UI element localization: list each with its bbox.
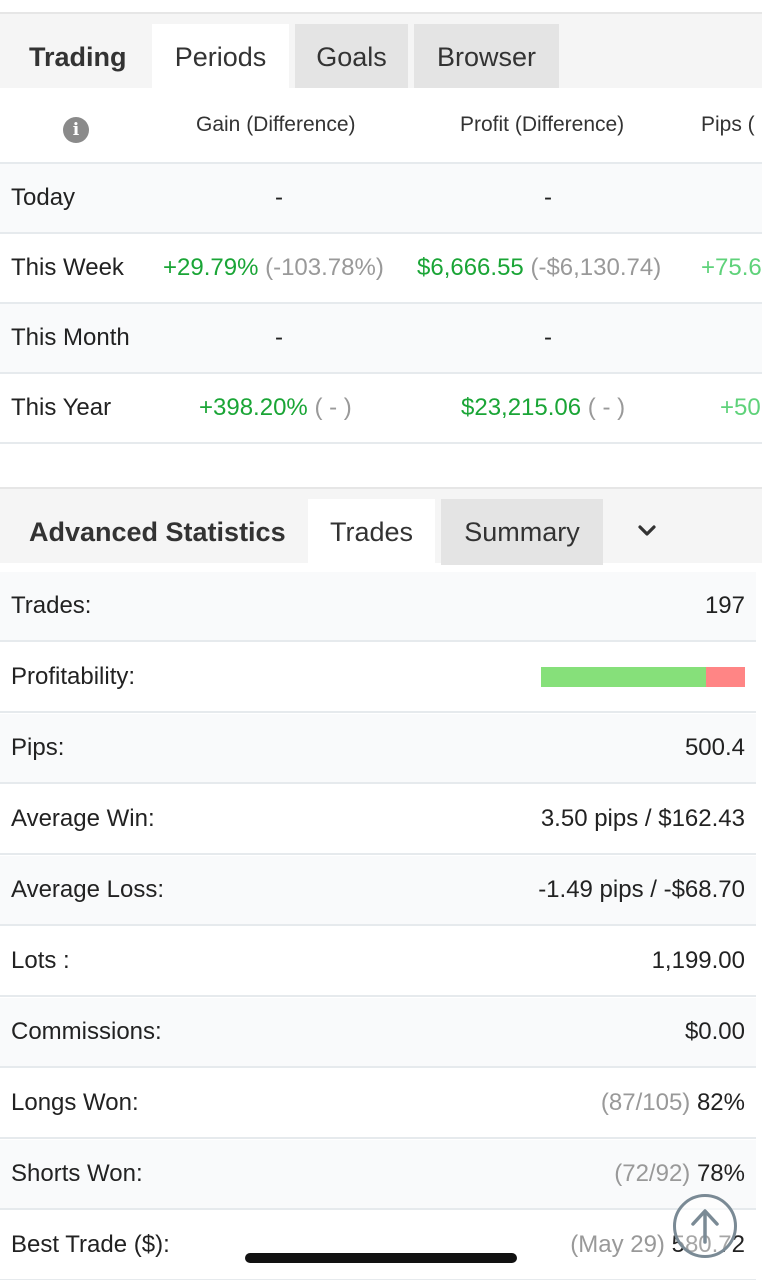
table-row: Today - - [0,164,762,234]
tab-trades[interactable]: Trades [308,499,435,565]
profitability-win-segment [541,667,707,687]
gain-value: +29.79% [163,254,259,281]
profitability-loss-segment [706,667,745,687]
table-header: i Gain (Difference) Profit (Difference) … [0,88,762,164]
profit-value: - [544,324,552,351]
stat-row-pips: Pips: 500.4 [0,714,756,784]
stat-value-group: (72/92) 78% [614,1160,745,1188]
profit-value: - [544,184,552,211]
stats-tab-bar: Advanced Statistics Trades Summary [0,487,762,565]
row-label: This Week [11,254,124,281]
profitability-bar[interactable] [541,667,745,687]
tab-periods[interactable]: Periods [152,24,289,90]
tab-trading[interactable]: Trading [29,41,127,72]
stat-row-trades: Trades: 197 [0,572,756,642]
stat-row-average-win: Average Win: 3.50 pips / $162.43 [0,785,756,855]
stat-label: Lots : [11,947,70,974]
chevron-down-icon[interactable] [637,521,657,541]
stat-value: -1.49 pips / -$68.70 [538,876,745,903]
stat-label: Profitability: [11,663,136,690]
gain-cell: +398.20% ( - ) [199,374,352,442]
pips-value: +75.6 [701,254,762,281]
stat-value: 500.4 [684,734,745,761]
tab-goals[interactable]: Goals [295,24,408,90]
pips-value: +50 [720,394,761,421]
stat-row-commissions: Commissions: $0.00 [0,998,756,1068]
column-pips[interactable]: Pips ( [701,113,755,136]
gain-value: - [275,324,283,351]
table-row: This Year +398.20% ( - ) $23,215.06 ( - … [0,374,762,444]
stat-value: 1,199.00 [651,947,745,974]
column-profit[interactable]: Profit (Difference) [460,113,625,136]
profit-cell: $23,215.06 ( - ) [461,374,625,442]
stat-row-longs-won: Longs Won: (87/105) 82% [0,1069,756,1139]
top-tab-bar: Trading Periods Goals Browser [0,12,762,90]
row-label: Today [11,184,76,211]
stat-label: Commissions: [11,1018,162,1045]
gain-difference: ( - ) [314,394,352,421]
profit-value: $23,215.06 [461,394,582,421]
stat-label: Trades: [11,592,92,619]
stat-detail: (72/92) [614,1160,691,1187]
stat-value: 3.50 pips / $162.43 [540,805,745,832]
stat-label: Best Trade ($): [11,1231,170,1258]
stat-label: Shorts Won: [11,1160,143,1187]
stat-detail: (May 29) [570,1231,665,1258]
profit-value: $6,666.55 [417,254,524,281]
home-indicator[interactable] [245,1253,517,1263]
stat-label: Average Win: [11,805,155,832]
stat-value: 197 [704,592,745,619]
table-row: This Month - - [0,304,762,374]
stat-row-shorts-won: Shorts Won: (72/92) 78% [0,1140,756,1210]
stat-label: Pips: [11,734,65,761]
scroll-to-top-button[interactable] [673,1194,737,1258]
stat-value: 82% [696,1089,745,1116]
table-row: This Week +29.79% (-103.78%) $6,666.55 (… [0,234,762,304]
profit-cell: $6,666.55 (-$6,130.74) [417,234,661,302]
stat-label: Average Loss: [11,876,164,903]
stat-row-best-trade: Best Trade ($): (May 29) 580.72 [0,1211,756,1280]
stat-detail: (87/105) [600,1089,691,1116]
stat-value: 78% [696,1160,745,1187]
stat-row-profitability: Profitability: [0,643,756,713]
profit-difference: (-$6,130.74) [530,254,662,281]
tab-browser[interactable]: Browser [414,24,559,90]
tab-summary[interactable]: Summary [441,499,603,565]
gain-difference: (-103.78%) [265,254,384,281]
periods-table: i Gain (Difference) Profit (Difference) … [0,88,762,446]
stat-value-group: (87/105) 82% [601,1089,745,1117]
arrow-up-icon [691,1209,719,1244]
row-label: This Year [11,394,112,421]
stat-value: $0.00 [684,1018,745,1045]
info-icon[interactable]: i [63,117,89,143]
stat-label: Longs Won: [11,1089,139,1116]
stat-row-lots: Lots : 1,199.00 [0,927,756,997]
row-label: This Month [11,324,130,351]
gain-value: +398.20% [199,394,308,421]
column-gain[interactable]: Gain (Difference) [196,113,356,136]
tab-advanced-statistics[interactable]: Advanced Statistics [29,516,286,547]
gain-cell: +29.79% (-103.78%) [163,234,384,302]
gain-value: - [275,184,283,211]
stat-row-average-loss: Average Loss: -1.49 pips / -$68.70 [0,856,756,926]
profit-difference: ( - ) [587,394,626,421]
